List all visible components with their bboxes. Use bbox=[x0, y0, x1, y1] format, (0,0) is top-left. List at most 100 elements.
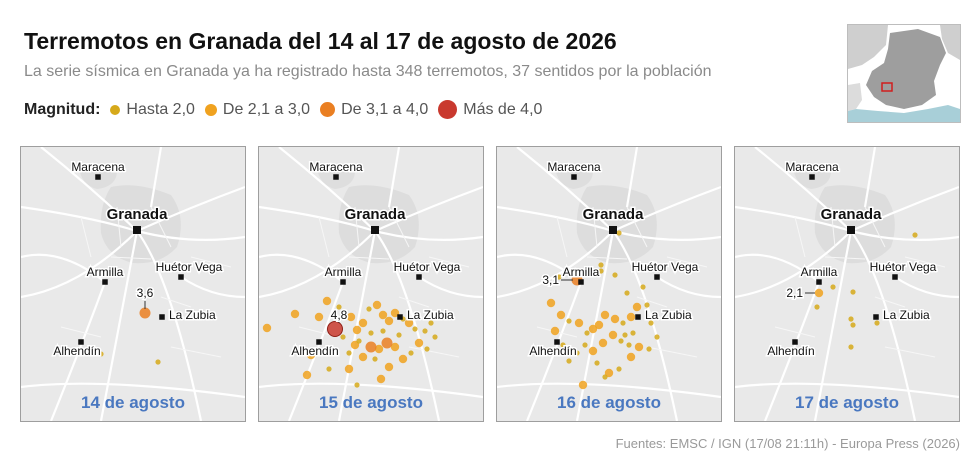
earthquake-dot bbox=[610, 314, 620, 324]
earthquake-dot bbox=[354, 382, 360, 388]
town-marker bbox=[578, 279, 584, 285]
earthquake-dot bbox=[598, 268, 604, 274]
earthquake-dot bbox=[850, 322, 856, 328]
town-marker bbox=[873, 314, 879, 320]
town-marker bbox=[554, 339, 560, 345]
earthquake-dot bbox=[326, 366, 332, 372]
town-label-zubia: La Zubia bbox=[645, 308, 692, 322]
town-marker bbox=[133, 226, 141, 234]
earthquake-dot bbox=[648, 320, 654, 326]
earthquake-dot bbox=[634, 342, 644, 352]
legend-dot-small bbox=[110, 104, 121, 115]
town-marker bbox=[635, 314, 641, 320]
earthquake-dot bbox=[346, 350, 352, 356]
earthquake-dot bbox=[618, 338, 624, 344]
earthquake-dot bbox=[616, 230, 622, 236]
magnitude-annotation: 3,6 bbox=[137, 286, 154, 300]
earthquake-dot bbox=[380, 328, 386, 334]
town-marker bbox=[316, 339, 322, 345]
earthquake-dot bbox=[365, 341, 377, 353]
legend-dot-medium bbox=[204, 103, 217, 116]
town-label-alhendin: Alhendín bbox=[53, 344, 100, 358]
earthquake-dot bbox=[262, 323, 272, 333]
earthquake-dot bbox=[814, 288, 824, 298]
legend-label: De 2,1 a 3,0 bbox=[222, 100, 311, 118]
earthquake-dot bbox=[396, 332, 402, 338]
town-marker bbox=[102, 279, 108, 285]
town-marker bbox=[416, 274, 422, 280]
legend-label: Más de 4,0 bbox=[463, 100, 543, 118]
earthquake-dot bbox=[546, 298, 556, 308]
magnitude-annotation: 4,8 bbox=[331, 308, 348, 322]
town-marker bbox=[609, 226, 617, 234]
earthquake-dot bbox=[390, 308, 400, 318]
town-label-huetor: Huétor Vega bbox=[632, 260, 699, 274]
earthquake-dot bbox=[848, 316, 854, 322]
earthquake-dot bbox=[428, 320, 434, 326]
town-marker bbox=[397, 314, 403, 320]
town-label-armilla: Armilla bbox=[801, 265, 838, 279]
earthquake-dot bbox=[620, 320, 626, 326]
earthquake-dot bbox=[366, 306, 372, 312]
legend-item-2-3: De 2,1 a 3,0 bbox=[204, 100, 311, 119]
legend-label: De 3,1 a 4,0 bbox=[341, 100, 429, 118]
earthquake-dot bbox=[372, 356, 378, 362]
earthquake-dot bbox=[588, 324, 598, 334]
earthquake-dot bbox=[814, 304, 820, 310]
town-label-granada: Granada bbox=[583, 206, 645, 223]
earthquake-dot bbox=[632, 302, 642, 312]
town-label-zubia: La Zubia bbox=[407, 308, 454, 322]
earthquake-dot bbox=[346, 312, 356, 322]
town-marker bbox=[809, 174, 815, 180]
earthquake-dot bbox=[432, 334, 438, 340]
magnitude-annotation: 2,1 bbox=[786, 286, 803, 300]
earthquake-dot bbox=[608, 330, 618, 340]
earthquake-dot bbox=[306, 350, 316, 360]
legend-item-hasta-2: Hasta 2,0 bbox=[110, 101, 195, 119]
town-label-maracena: Maracena bbox=[309, 160, 363, 174]
earthquake-dot bbox=[155, 359, 161, 365]
earthquake-dot bbox=[640, 284, 646, 290]
earthquake-dot bbox=[302, 370, 312, 380]
map-panel-17: Maracena Granada Armilla Huétor Vega La Zubi… bbox=[734, 146, 960, 422]
legend-item-3-4: De 3,1 a 4,0 bbox=[320, 101, 428, 119]
earthquake-dot bbox=[384, 316, 394, 326]
earthquake-dot bbox=[376, 374, 386, 384]
locator-map bbox=[847, 24, 961, 123]
locator-rect bbox=[881, 82, 893, 92]
town-label-zubia: La Zubia bbox=[883, 308, 930, 322]
earthquake-dot bbox=[98, 351, 104, 357]
earthquake-dot bbox=[414, 338, 424, 348]
earthquake-dot bbox=[598, 338, 608, 348]
town-label-alhendin: Alhendín bbox=[767, 344, 814, 358]
earthquake-dot bbox=[612, 272, 618, 278]
town-label-granada: Granada bbox=[345, 206, 407, 223]
earthquake-dot bbox=[344, 364, 354, 374]
town-marker bbox=[159, 314, 165, 320]
town-label-armilla: Armilla bbox=[325, 265, 362, 279]
town-marker bbox=[892, 274, 898, 280]
town-label-armilla: Armilla bbox=[87, 265, 124, 279]
map-panel-14: Maracena Granada Armilla Huétor Vega La Zubi… bbox=[20, 146, 246, 422]
earthquake-dot bbox=[644, 302, 650, 308]
earthquake-dot bbox=[404, 318, 414, 328]
earthquake-dot bbox=[646, 346, 652, 352]
earthquake-dot bbox=[622, 332, 628, 338]
earthquake-dot bbox=[390, 342, 400, 352]
earthquake-dot bbox=[350, 340, 360, 350]
legend-title: Magnitud: bbox=[24, 100, 101, 118]
earthquake-dot bbox=[574, 350, 580, 356]
earthquake-dot bbox=[630, 330, 636, 336]
town-marker bbox=[371, 226, 379, 234]
day-label: 15 de agosto bbox=[319, 393, 423, 412]
town-marker bbox=[178, 274, 184, 280]
earthquake-dot bbox=[598, 262, 604, 268]
earthquake-dot bbox=[139, 307, 151, 319]
town-marker bbox=[333, 174, 339, 180]
earthquake-dot bbox=[560, 342, 566, 348]
earthquake-dot bbox=[848, 344, 854, 350]
town-label-granada: Granada bbox=[821, 206, 883, 223]
earthquake-dot bbox=[602, 374, 608, 380]
town-marker bbox=[571, 174, 577, 180]
town-marker bbox=[847, 226, 855, 234]
